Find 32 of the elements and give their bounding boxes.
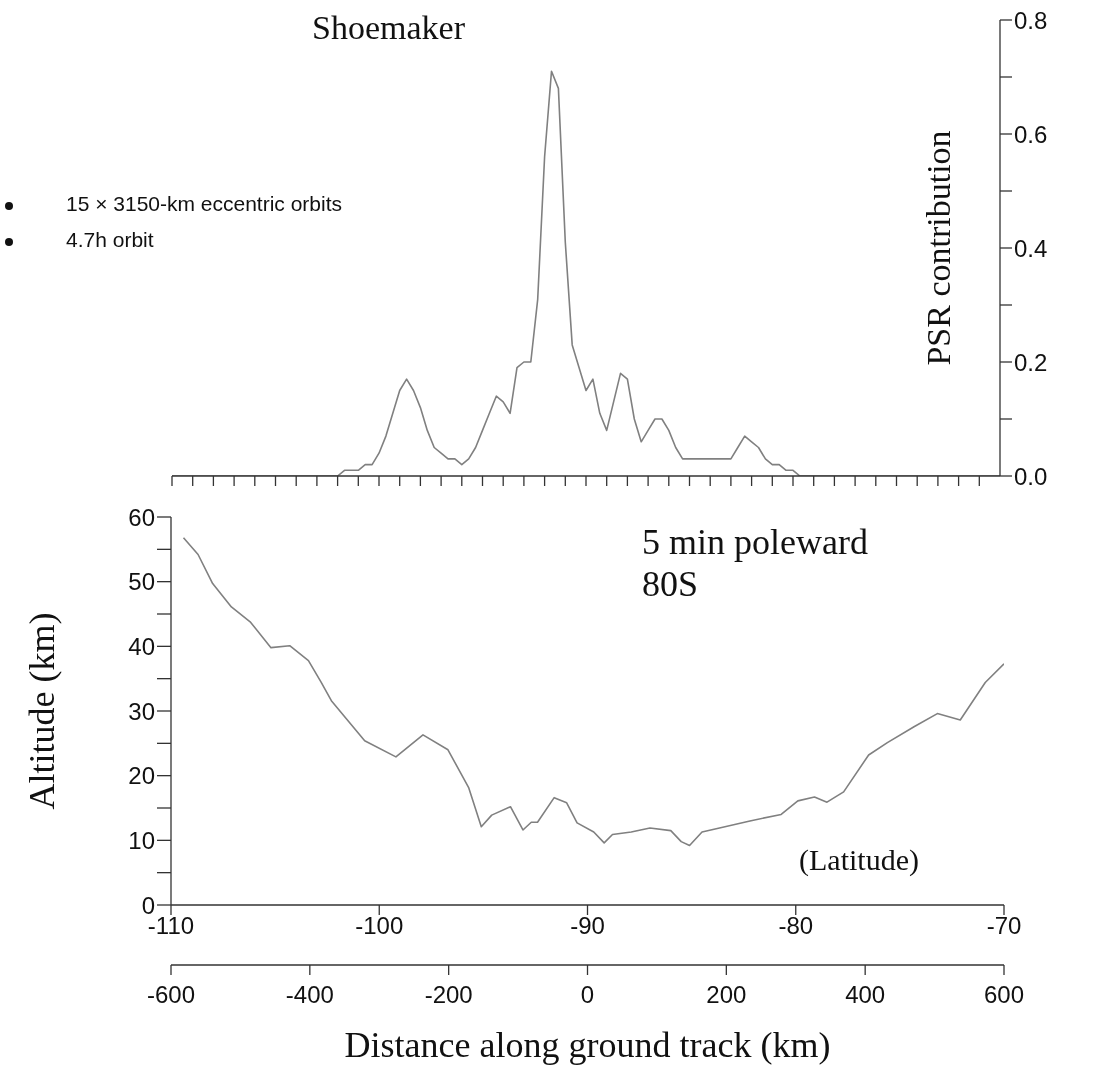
y-tick-label: 60 [128, 503, 155, 531]
y-tick-label: 0.0 [1014, 462, 1048, 490]
y-axis-title: PSR contribution [920, 130, 958, 366]
x-tick-label: -80 [778, 912, 814, 940]
y-tick-label: 0.2 [1014, 348, 1048, 376]
annotation: Shoemaker [312, 9, 465, 46]
x2-tick-label: 400 [845, 981, 886, 1008]
x2-tick-label: -600 [146, 981, 196, 1008]
x2-tick-label: 200 [706, 981, 747, 1008]
y-tick-label: 50 [128, 568, 155, 596]
x2-axis-title: Distance along ground track (km) [344, 1025, 831, 1065]
y-tick-label: 30 [128, 697, 155, 725]
annotation: 15 × 3150-km eccentric orbits [66, 192, 343, 215]
y-tick-label: 0.6 [1014, 120, 1048, 148]
text: 4.7h orbit [66, 228, 154, 251]
y-axis-title: Altitude (km) [21, 612, 62, 810]
y-tick-label: 0.4 [1014, 234, 1048, 262]
y-tick-label: 20 [128, 762, 155, 790]
x2-tick-label: -200 [424, 981, 473, 1008]
x-axis-title: (Latitude) [799, 843, 919, 877]
x2-tick-label: 600 [983, 981, 1025, 1008]
x-tick-label: -100 [355, 912, 404, 940]
x-tick-label: -90 [570, 912, 605, 940]
x2-tick-label: -400 [285, 981, 334, 1008]
annotation: 80S [642, 564, 699, 604]
y-tick-label: 40 [128, 632, 155, 660]
x2-tick-label: 0 [580, 981, 595, 1008]
annotation: 5 min poleward [642, 522, 868, 562]
y-tick-label: 0.8 [1014, 6, 1048, 34]
y-tick-label: 0 [141, 891, 155, 919]
y-tick-label: 10 [128, 826, 155, 854]
x-tick-label: -70 [986, 912, 1022, 940]
